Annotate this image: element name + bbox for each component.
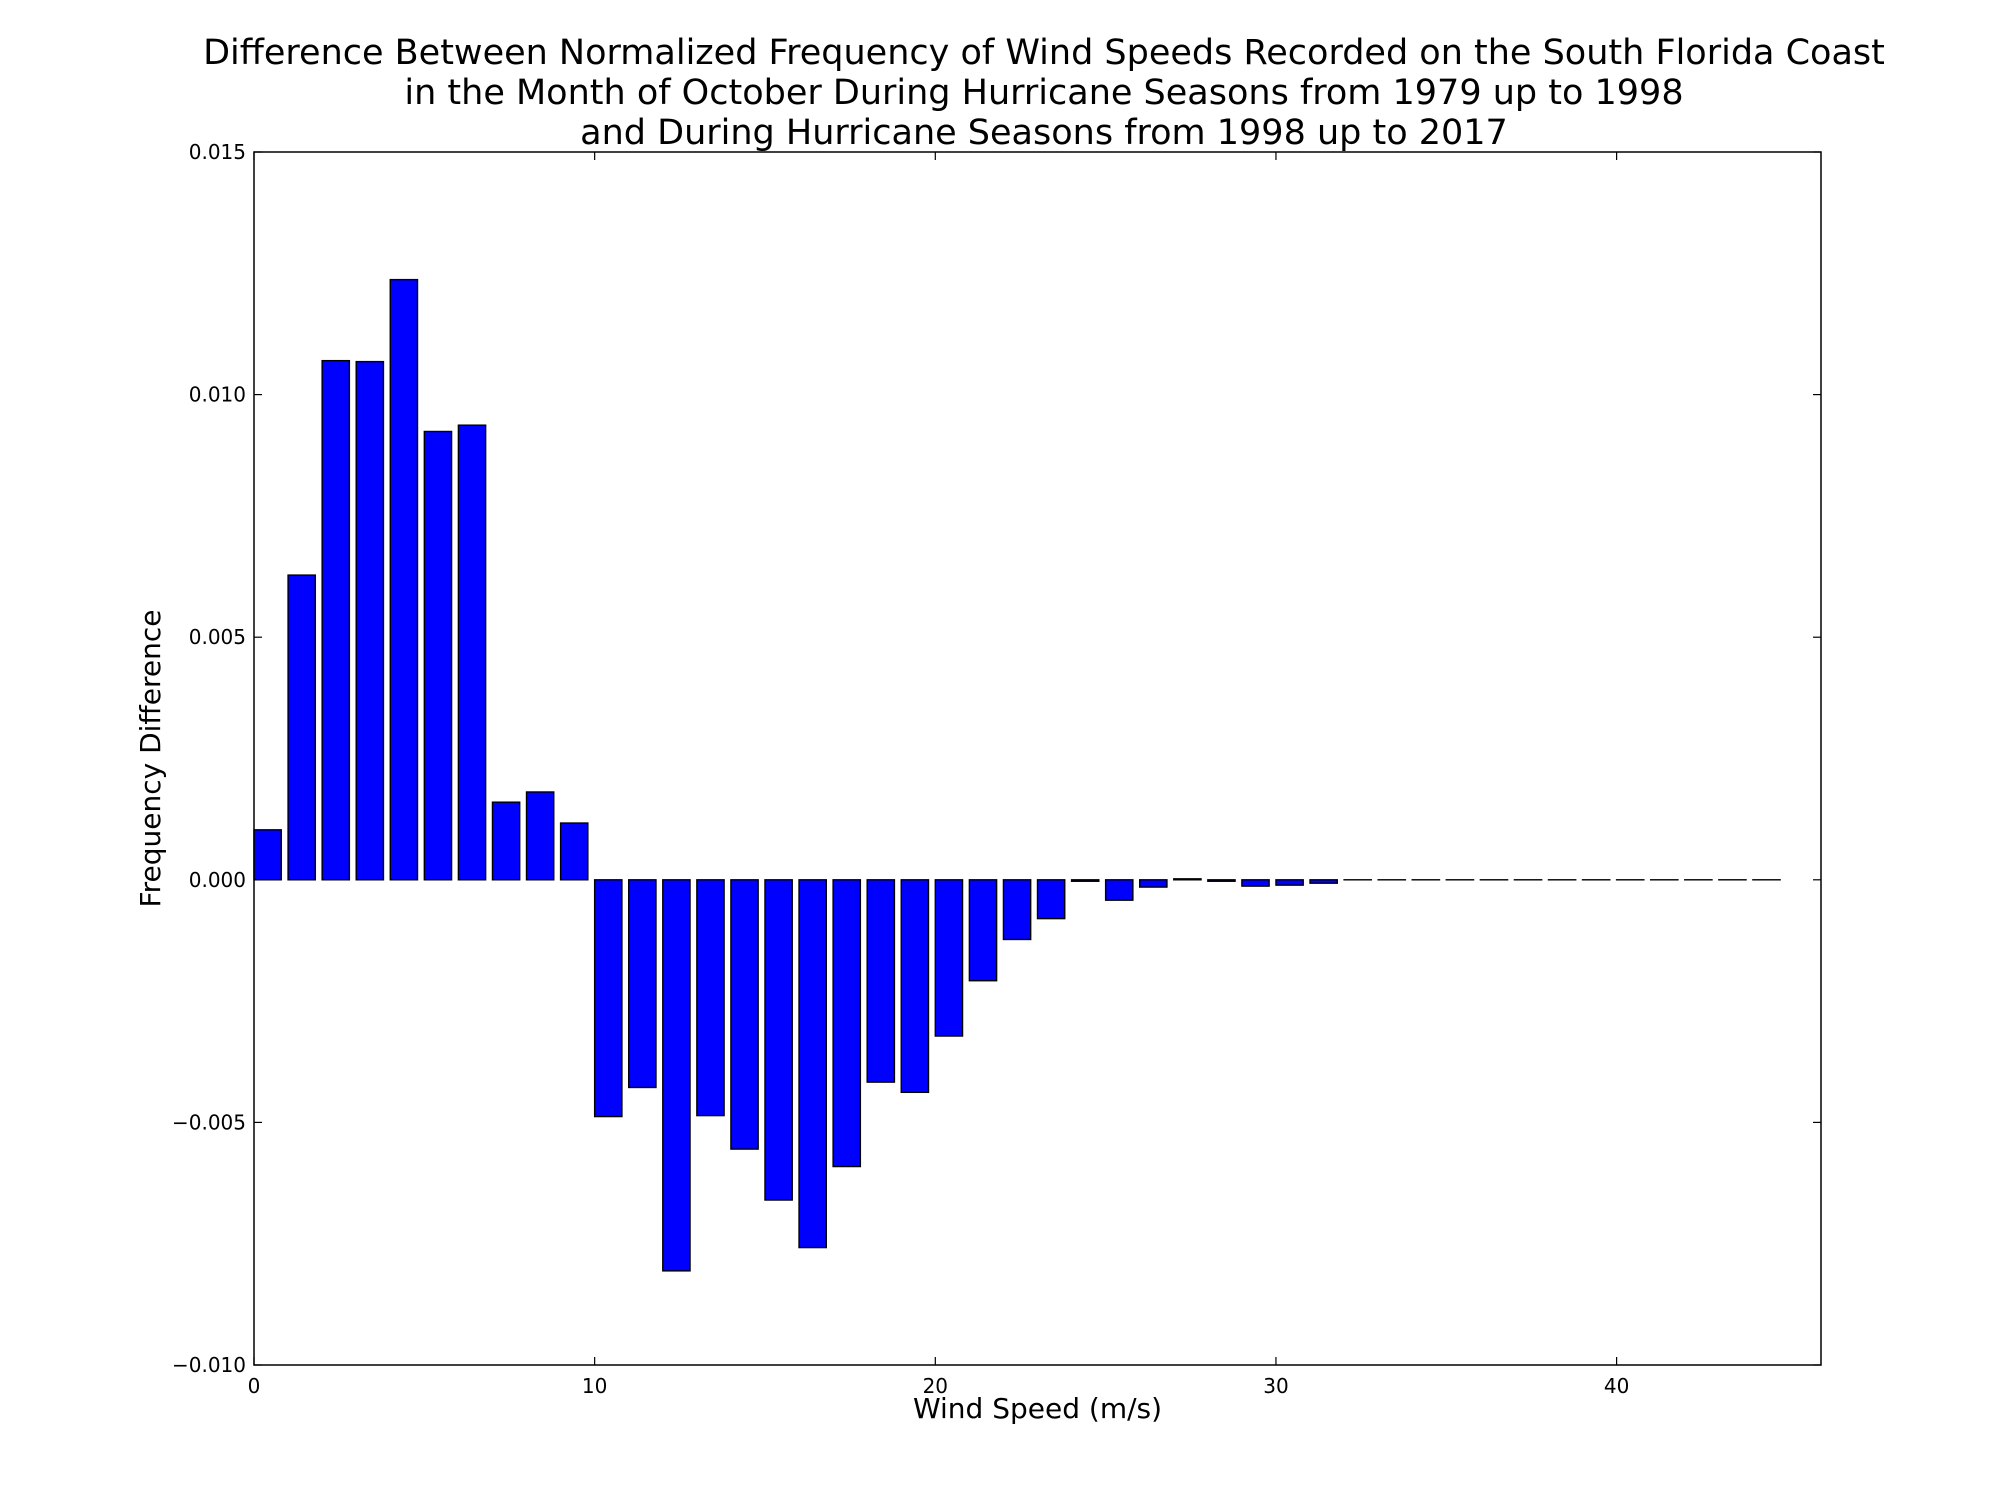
bar xyxy=(832,879,862,1168)
bar xyxy=(968,879,998,982)
bar xyxy=(593,879,623,1118)
y-tick-label: 0.010 xyxy=(189,383,246,407)
y-tick-label: 0.000 xyxy=(189,868,246,892)
bar xyxy=(321,359,351,881)
bar xyxy=(423,430,453,881)
x-tick-label: 30 xyxy=(1263,1374,1288,1398)
bar xyxy=(866,879,896,1083)
x-tick-label: 10 xyxy=(582,1374,607,1398)
bar xyxy=(662,879,691,1272)
bar xyxy=(253,829,282,881)
bar xyxy=(389,278,419,881)
bar xyxy=(1002,879,1032,941)
y-axis-label: Frequency Difference xyxy=(134,610,167,908)
bar xyxy=(1207,879,1236,882)
bar xyxy=(287,574,317,881)
bar xyxy=(1241,879,1270,887)
y-tick-label: 0.015 xyxy=(189,140,246,164)
bar xyxy=(1138,879,1168,888)
bar xyxy=(1173,878,1202,881)
bar xyxy=(764,879,793,1201)
bar xyxy=(525,791,555,881)
bar xyxy=(491,801,521,881)
bar xyxy=(559,822,589,881)
bar xyxy=(696,879,725,1117)
bar xyxy=(1036,879,1066,920)
chart-title-line-3: and During Hurricane Seasons from 1998 u… xyxy=(580,113,1508,153)
bar xyxy=(355,360,385,881)
bar xyxy=(730,879,759,1150)
chart-title: Difference Between Normalized Frequency … xyxy=(203,33,1885,153)
bars xyxy=(253,278,1781,1272)
x-tick-label: 0 xyxy=(248,1374,261,1398)
bar xyxy=(1104,879,1134,901)
bar xyxy=(1275,879,1304,886)
bar xyxy=(798,879,827,1249)
x-tick-label: 40 xyxy=(1604,1374,1629,1398)
bar xyxy=(628,879,657,1089)
bar xyxy=(934,879,964,1037)
chart-title-line-1: Difference Between Normalized Frequency … xyxy=(203,33,1885,73)
y-tick-label: −0.010 xyxy=(172,1353,246,1377)
chart-title-line-2: in the Month of October During Hurricane… xyxy=(404,73,1683,113)
y-tick-label: −0.005 xyxy=(172,1110,246,1134)
bar xyxy=(1309,879,1338,884)
x-tick-label: 20 xyxy=(923,1374,948,1398)
plot-area-frame xyxy=(253,151,1822,1366)
bar xyxy=(457,424,487,881)
y-tick-label: 0.005 xyxy=(189,625,246,649)
axis-ticks: 0 10 20 30 40 0.015 0.010 0.005 0.000 −0.005 −0.01… xyxy=(172,140,1821,1398)
x-axis-label: Wind Speed (m/s) xyxy=(913,1392,1162,1425)
bar xyxy=(900,879,930,1094)
bar xyxy=(1070,879,1100,882)
